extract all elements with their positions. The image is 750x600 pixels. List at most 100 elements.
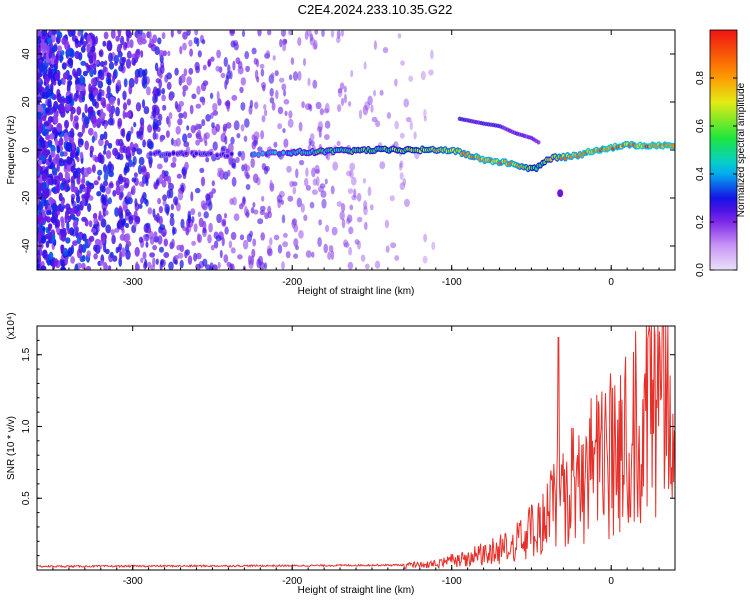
noise-dot [104, 210, 109, 216]
noise-dot [197, 50, 202, 58]
noise-dot [292, 71, 299, 81]
noise-dot [115, 85, 120, 94]
noise-dot [166, 189, 171, 199]
noise-dot [86, 167, 92, 175]
noise-dot [225, 122, 232, 129]
noise-dot [195, 252, 202, 260]
noise-dot [336, 140, 341, 146]
noise-dot [142, 139, 147, 148]
noise-dot [311, 189, 318, 195]
noise-dot [267, 248, 273, 257]
noise-dot [37, 195, 40, 206]
noise-dot [241, 30, 246, 37]
noise-dot [37, 263, 40, 270]
noise-dot [37, 214, 43, 222]
noise-dot [293, 253, 299, 259]
noise-dot [114, 227, 120, 233]
noise-dot [105, 248, 110, 255]
noise-dot [37, 129, 40, 138]
noise-dot [409, 120, 413, 131]
noise-dot [67, 247, 73, 257]
noise-dot [128, 215, 134, 225]
noise-dot [182, 173, 187, 179]
noise-dot [70, 175, 74, 186]
noise-dot [227, 64, 231, 73]
noise-dot [132, 156, 137, 166]
noise-dot [108, 170, 114, 178]
noise-dot [142, 73, 148, 84]
noise-dot [219, 249, 223, 259]
noise-dot [74, 38, 79, 45]
noise-dot [89, 235, 95, 242]
noise-dot [158, 215, 163, 226]
noise-dot [86, 250, 91, 258]
noise-dot [347, 261, 354, 270]
noise-dot [330, 30, 335, 38]
branch-dot [536, 140, 541, 145]
x-tick-label: -200 [282, 277, 302, 288]
noise-dot [428, 69, 434, 76]
noise-dot [116, 79, 121, 86]
noise-dot [343, 239, 349, 247]
noise-dot [86, 43, 91, 54]
noise-dot [170, 203, 174, 211]
noise-dot [252, 238, 257, 247]
noise-dot [134, 216, 141, 223]
noise-dot [309, 37, 315, 46]
noise-dot [57, 79, 62, 86]
noise-dot [156, 163, 163, 170]
noise-dot [140, 50, 144, 58]
noise-dot [190, 191, 194, 202]
noise-dot [217, 261, 221, 269]
noise-dot [177, 252, 184, 259]
noise-dot [315, 101, 322, 110]
noise-dot [43, 42, 48, 52]
noise-dot [213, 265, 218, 270]
noise-dot [122, 145, 128, 154]
noise-dot [84, 103, 88, 114]
noise-dot [226, 261, 232, 267]
noise-dot [364, 263, 370, 270]
noise-dot [121, 218, 126, 227]
noise-dot [243, 135, 248, 142]
noise-dot [80, 167, 84, 175]
noise-dot [241, 201, 246, 207]
noise-dot [141, 165, 147, 173]
noise-dot [118, 65, 124, 72]
noise-dot [152, 94, 158, 104]
noise-dot [187, 215, 191, 224]
noise-dot [281, 83, 287, 91]
noise-dot [37, 111, 42, 120]
noise-dot [373, 40, 377, 51]
noise-dot [43, 189, 50, 199]
snr-panel: -300 -200 -100 0 0.5 1.0 1.5 Height of straight… [6, 312, 676, 596]
y-tick-label: 1.5 [21, 347, 32, 361]
ridge-core [230, 152, 234, 156]
noise-dot [159, 224, 166, 231]
noise-dot [106, 164, 110, 175]
noise-dot [325, 224, 330, 233]
noise-dot [404, 198, 410, 207]
noise-dot [135, 102, 142, 112]
noise-dot [122, 109, 126, 120]
noise-dot [115, 35, 120, 42]
noise-dot [60, 199, 65, 206]
noise-dot [48, 51, 52, 60]
noise-dot [90, 115, 97, 124]
noise-dot [107, 197, 113, 205]
noise-dot [209, 92, 214, 99]
noise-dot [48, 154, 52, 163]
noise-dot [240, 124, 245, 132]
noise-dot [257, 30, 262, 37]
noise-dot [42, 181, 47, 191]
noise-dot [115, 185, 121, 196]
noise-dot [127, 31, 133, 39]
noise-dot [142, 192, 147, 201]
noise-dot [171, 238, 175, 249]
noise-dot [353, 188, 357, 199]
noise-dot [178, 112, 184, 119]
noise-dot [121, 127, 126, 138]
noise-dot [89, 92, 95, 102]
noise-dot [63, 72, 69, 80]
